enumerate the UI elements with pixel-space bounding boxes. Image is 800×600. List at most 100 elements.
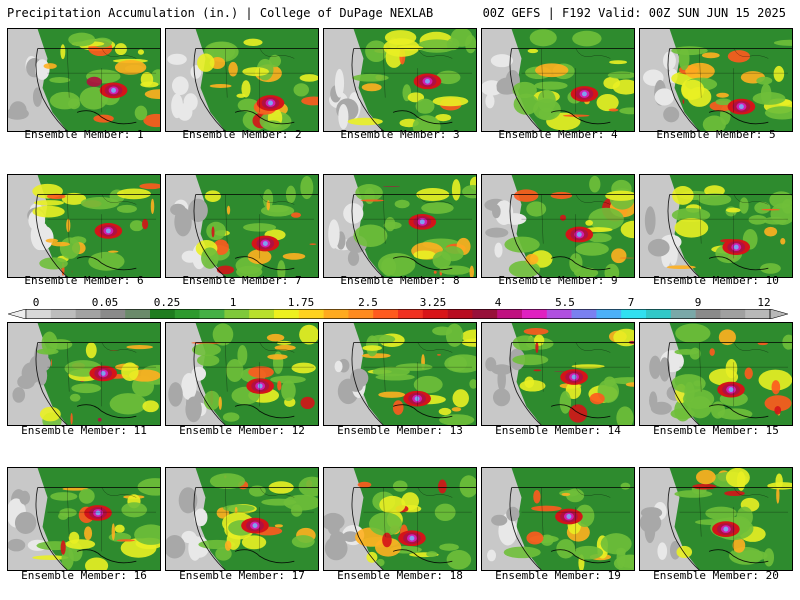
ensemble-member-map [639,467,793,571]
ensemble-member-label: Ensemble Member: 9 [498,274,618,287]
colorbar-swatch [670,309,696,319]
precipitation-map [482,323,634,425]
ensemble-member-label: Ensemble Member: 7 [182,274,302,287]
colorbar-tick-label: 2.5 [358,296,378,309]
colorbar-swatch [274,309,300,319]
colorbar-swatch [447,309,473,319]
precipitation-map [482,29,634,131]
ensemble-member-map [165,174,319,278]
precipitation-map [482,468,634,570]
precipitation-map [640,29,792,131]
colorbar-swatch [100,309,126,319]
colorbar-tick-label: 0.05 [91,296,119,309]
ensemble-member-map [165,322,319,426]
colorbar-tick-label: 3.25 [419,296,447,309]
colorbar-tick-label: 0 [32,296,40,309]
precipitation-map [324,175,476,277]
colorbar-swatch [298,309,324,319]
model-run-info: 00Z GEFS | F192 Valid: 00Z SUN JUN 15 20… [482,6,786,20]
ensemble-member-label: Ensemble Member: 11 [21,424,147,437]
ensemble-member-map [165,467,319,571]
precipitation-map [640,468,792,570]
ensemble-member-map [481,322,635,426]
colorbar-swatch [174,309,200,319]
ensemble-member-label: Ensemble Member: 17 [179,569,305,582]
ensemble-member-label: Ensemble Member: 6 [24,274,144,287]
colorbar-tick-label: 1 [229,296,237,309]
ensemble-member-label: Ensemble Member: 16 [21,569,147,582]
precipitation-map [8,175,160,277]
colorbar-swatch [522,309,548,319]
ensemble-member-label: Ensemble Member: 3 [340,128,460,141]
precipitation-map [324,323,476,425]
precipitation-map [482,175,634,277]
ensemble-member-map [7,174,161,278]
precipitation-map [8,468,160,570]
precipitation-map [166,323,318,425]
map-title: Precipitation Accumulation (in.) | Colle… [7,6,434,20]
colorbar-tick-label: 4 [494,296,502,309]
colorbar-swatch [348,309,374,319]
colorbar-tick-label: 0.25 [153,296,181,309]
precipitation-map [8,29,160,131]
colorbar-min-arrow [8,309,27,319]
colorbar-swatch [596,309,622,319]
precipitation-map [640,175,792,277]
ensemble-member-label: Ensemble Member: 5 [656,128,776,141]
colorbar-swatch [546,309,572,319]
ensemble-member-label: Ensemble Member: 1 [24,128,144,141]
ensemble-member-map [323,28,477,132]
ensemble-member-map [481,28,635,132]
colorbar-tick-label: 9 [694,296,702,309]
colorbar-swatch [199,309,225,319]
ensemble-member-map [165,28,319,132]
ensemble-member-map [323,322,477,426]
ensemble-member-map [7,467,161,571]
colorbar-swatch [50,309,76,319]
colorbar-swatch [571,309,597,319]
colorbar-swatch [323,309,349,319]
colorbar-swatch [695,309,721,319]
colorbar-swatch [745,309,771,319]
ensemble-member-map [639,174,793,278]
colorbar-swatch [720,309,746,319]
precipitation-map [166,175,318,277]
ensemble-member-label: Ensemble Member: 8 [340,274,460,287]
colorbar-tick-label: 1.75 [287,296,315,309]
colorbar-swatch [249,309,275,319]
ensemble-member-map [7,28,161,132]
ensemble-member-label: Ensemble Member: 15 [653,424,779,437]
colorbar-swatch [422,309,448,319]
colorbar-swatch [150,309,176,319]
ensemble-member-map [639,28,793,132]
ensemble-member-map [481,174,635,278]
ensemble-member-map [7,322,161,426]
ensemble-member-label: Ensemble Member: 19 [495,569,621,582]
colorbar-swatch [646,309,672,319]
colorbar-tick-label: 5.5 [555,296,575,309]
colorbar-swatch [398,309,424,319]
ensemble-member-label: Ensemble Member: 13 [337,424,463,437]
ensemble-member-label: Ensemble Member: 14 [495,424,621,437]
colorbar-swatch [621,309,647,319]
ensemble-member-label: Ensemble Member: 2 [182,128,302,141]
colorbar-tick-label: 12 [757,296,771,309]
ensemble-member-label: Ensemble Member: 4 [498,128,618,141]
ensemble-member-map [323,174,477,278]
colorbar-swatch [373,309,399,319]
colorbar-swatch [75,309,101,319]
colorbar-swatch [472,309,498,319]
colorbar-swatch [224,309,250,319]
precipitation-colorbar [8,309,788,319]
ensemble-member-label: Ensemble Member: 20 [653,569,779,582]
precipitation-map [166,468,318,570]
colorbar-swatch [125,309,151,319]
precipitation-map [640,323,792,425]
colorbar-swatch [497,309,523,319]
ensemble-member-map [481,467,635,571]
ensemble-member-label: Ensemble Member: 18 [337,569,463,582]
precipitation-map [8,323,160,425]
precipitation-map [166,29,318,131]
ensemble-member-map [639,322,793,426]
ensemble-member-map [323,467,477,571]
